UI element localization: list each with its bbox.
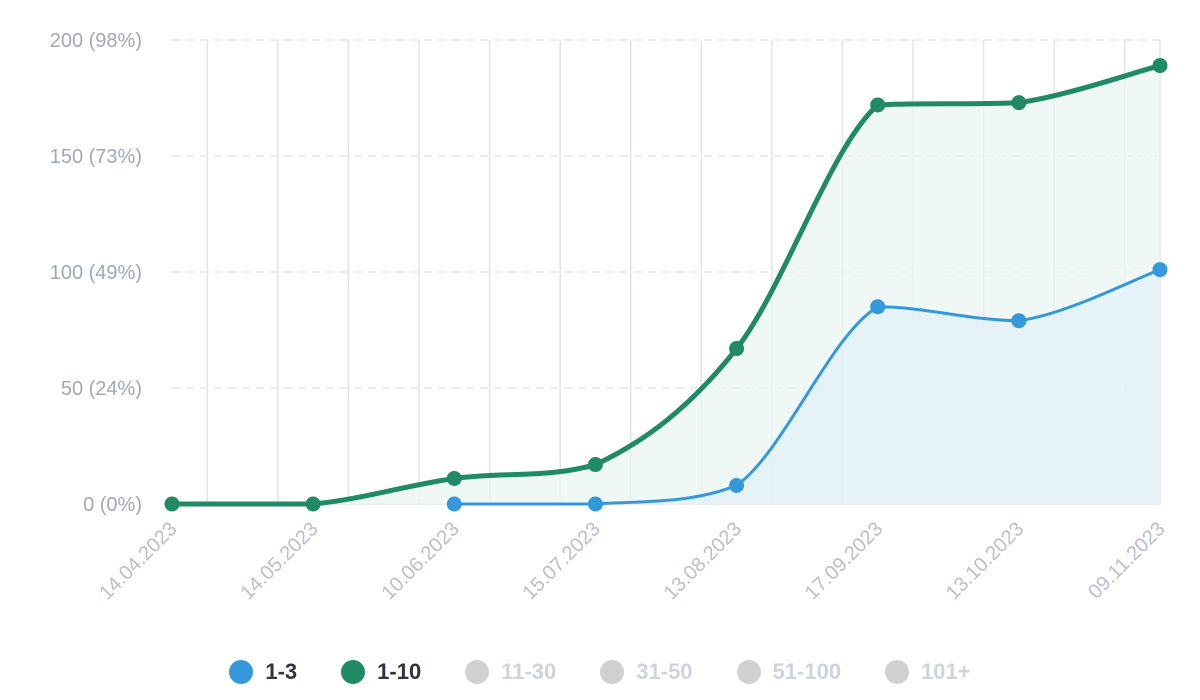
legend-label: 11-30 (501, 659, 557, 684)
point-1-10[interactable] (1152, 58, 1168, 74)
legend-label: 101+ (921, 659, 971, 684)
x-tick-label: 10.06.2023 (377, 518, 463, 604)
legend-item-1-10[interactable]: 1-10 (341, 659, 421, 685)
area-1-3 (454, 269, 1160, 504)
point-1-10[interactable] (446, 470, 462, 486)
legend-item-101-[interactable]: 101+ (885, 659, 971, 685)
x-tick-label: 17.09.2023 (801, 518, 887, 604)
legend-marker-icon (341, 660, 366, 684)
x-axis-tick-labels: 14.04.2023 14.05.2023 10.06.2023 15.07.2023… (95, 518, 1169, 604)
legend-marker-icon (885, 660, 910, 684)
chart-legend: 1-3 1-10 11-30 31-50 51-100 101+ (0, 652, 1200, 692)
point-1-3[interactable] (1152, 262, 1168, 278)
legend-item-1-3[interactable]: 1-3 (229, 659, 297, 685)
y-tick-label: 200 (98%) (50, 30, 142, 52)
ranking-chart: 0 (0%) 50 (24%) 100 (49%) 150 (73%) 200 (98%… (50, 30, 1170, 604)
y-tick-label: 100 (49%) (50, 262, 142, 284)
point-1-3[interactable] (870, 299, 886, 315)
legend-label: 1-3 (265, 659, 298, 684)
y-tick-label: 50 (24%) (61, 378, 142, 400)
data-points[interactable] (164, 58, 1168, 512)
legend-item-11-30[interactable]: 11-30 (465, 659, 556, 685)
x-tick-label: 13.08.2023 (660, 518, 746, 604)
line-1-10 (169, 63, 1163, 507)
series-areas (172, 65, 1160, 505)
x-tick-label: 15.07.2023 (519, 518, 605, 604)
legend-marker-icon (600, 660, 625, 684)
point-1-10[interactable] (305, 496, 321, 512)
y-tick-label: 0 (0%) (83, 494, 142, 516)
legend-marker-icon (229, 660, 254, 684)
point-1-3[interactable] (587, 496, 603, 512)
legend-marker-icon (465, 660, 490, 684)
point-1-10[interactable] (729, 341, 745, 357)
legend-label: 1-10 (377, 659, 422, 684)
legend-item-51-100[interactable]: 51-100 (736, 659, 842, 685)
x-tick-label: 09.11.2023 (1084, 518, 1169, 603)
legend-item-31-50[interactable]: 31-50 (600, 659, 693, 685)
x-tick-label: 14.04.2023 (95, 518, 181, 604)
point-1-10[interactable] (587, 457, 603, 473)
point-1-3[interactable] (729, 477, 745, 493)
point-1-3[interactable] (1011, 313, 1027, 329)
point-1-10[interactable] (870, 97, 886, 113)
x-tick-label: 13.10.2023 (942, 518, 1028, 604)
legend-marker-icon (736, 660, 761, 684)
point-1-10[interactable] (1011, 95, 1027, 111)
x-tick-label: 14.05.2023 (236, 518, 322, 604)
y-axis-tick-labels: 0 (0%) 50 (24%) 100 (49%) 150 (73%) 200 (98%… (50, 30, 142, 516)
legend-label: 31-50 (636, 659, 693, 684)
legend-label: 51-100 (772, 659, 842, 684)
y-tick-label: 150 (73%) (50, 146, 142, 168)
point-1-10[interactable] (164, 496, 180, 512)
point-1-3[interactable] (446, 496, 462, 512)
